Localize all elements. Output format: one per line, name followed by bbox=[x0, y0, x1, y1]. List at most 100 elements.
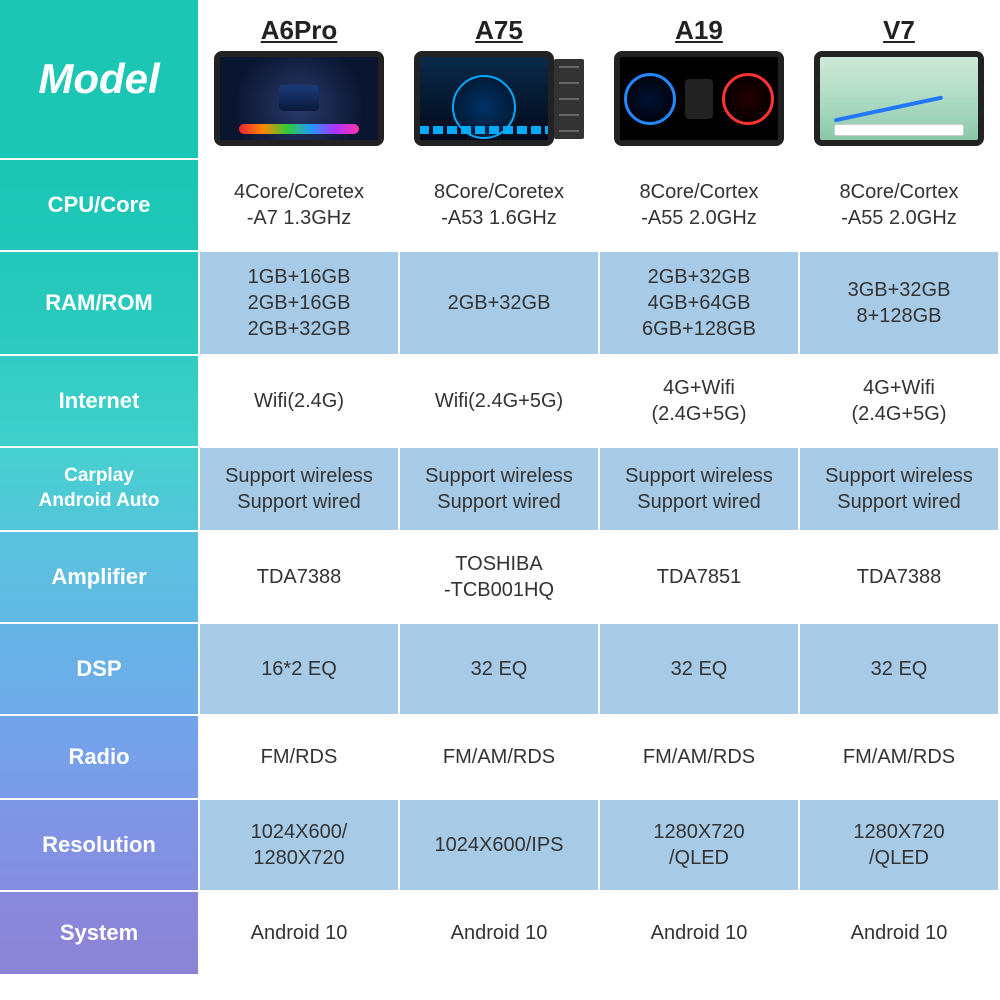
cell-amplifier-3: TDA7388 bbox=[800, 532, 1000, 624]
row-label-text: Radio bbox=[68, 743, 129, 772]
cell-value: 4G+Wifi bbox=[851, 375, 946, 401]
row-label-carplay: CarplayAndroid Auto bbox=[0, 448, 200, 532]
product-header-a75: A75 bbox=[400, 0, 600, 160]
cell-value: 1024X600/IPS bbox=[435, 832, 564, 858]
cell-value: TDA7388 bbox=[857, 564, 942, 590]
cell-value: Support wireless bbox=[825, 463, 973, 489]
cell-radio-2: FM/AM/RDS bbox=[600, 716, 800, 800]
cell-value: Support wired bbox=[425, 489, 573, 515]
product-name-v7: V7 bbox=[883, 14, 915, 48]
cell-value: 4GB+64GB bbox=[642, 290, 756, 316]
cell-ram-3: 3GB+32GB8+128GB bbox=[800, 252, 1000, 356]
cell-value: FM/RDS bbox=[261, 744, 338, 770]
cell-value: 32 EQ bbox=[671, 656, 728, 682]
cell-value: FM/AM/RDS bbox=[843, 744, 955, 770]
cell-internet-3: 4G+Wifi(2.4G+5G) bbox=[800, 356, 1000, 448]
cell-value: 1280X720 bbox=[251, 845, 348, 871]
cell-value: TOSHIBA bbox=[444, 551, 554, 577]
cell-value: TDA7388 bbox=[257, 564, 342, 590]
cell-ram-1: 2GB+32GB bbox=[400, 252, 600, 356]
row-label-text: Internet bbox=[59, 387, 140, 416]
cell-value: Support wired bbox=[825, 489, 973, 515]
cell-system-0: Android 10 bbox=[200, 892, 400, 976]
cell-dsp-0: 16*2 EQ bbox=[200, 624, 400, 716]
cell-ram-2: 2GB+32GB4GB+64GB6GB+128GB bbox=[600, 252, 800, 356]
row-label-text: Resolution bbox=[42, 831, 156, 860]
device-image-a19 bbox=[614, 51, 784, 146]
row-label-text: RAM/ROM bbox=[45, 289, 153, 318]
cell-amplifier-1: TOSHIBA-TCB001HQ bbox=[400, 532, 600, 624]
cell-value: 4G+Wifi bbox=[651, 375, 746, 401]
cell-radio-1: FM/AM/RDS bbox=[400, 716, 600, 800]
cell-value: (2.4G+5G) bbox=[851, 401, 946, 427]
cell-value: 2GB+32GB bbox=[248, 316, 351, 342]
cell-carplay-2: Support wirelessSupport wired bbox=[600, 448, 800, 532]
cell-system-1: Android 10 bbox=[400, 892, 600, 976]
row-label-text: Carplay bbox=[39, 464, 160, 489]
cell-value: Support wireless bbox=[425, 463, 573, 489]
cell-value: /QLED bbox=[853, 845, 944, 871]
cell-value: -A53 1.6GHz bbox=[434, 205, 564, 231]
cell-value: TDA7851 bbox=[657, 564, 742, 590]
cell-value: 4Core/Coretex bbox=[234, 179, 364, 205]
product-name-a19: A19 bbox=[675, 14, 723, 48]
product-header-a19: A19 bbox=[600, 0, 800, 160]
cell-amplifier-0: TDA7388 bbox=[200, 532, 400, 624]
cell-resolution-2: 1280X720/QLED bbox=[600, 800, 800, 892]
cell-value: -A55 2.0GHz bbox=[840, 205, 959, 231]
model-label: Model bbox=[38, 52, 159, 107]
cell-system-2: Android 10 bbox=[600, 892, 800, 976]
row-label-radio: Radio bbox=[0, 716, 200, 800]
device-image-a6pro bbox=[214, 51, 384, 146]
cell-dsp-2: 32 EQ bbox=[600, 624, 800, 716]
cell-value: 1280X720 bbox=[653, 819, 744, 845]
cell-value: 8Core/Cortex bbox=[640, 179, 759, 205]
cell-cpu-3: 8Core/Cortex-A55 2.0GHz bbox=[800, 160, 1000, 252]
cell-value: 3GB+32GB bbox=[848, 277, 951, 303]
product-name-a6pro: A6Pro bbox=[261, 14, 338, 48]
row-label-resolution: Resolution bbox=[0, 800, 200, 892]
product-header-a6pro: A6Pro bbox=[200, 0, 400, 160]
product-header-v7: V7 bbox=[800, 0, 1000, 160]
cell-internet-2: 4G+Wifi(2.4G+5G) bbox=[600, 356, 800, 448]
cell-value: 32 EQ bbox=[871, 656, 928, 682]
cell-value: -TCB001HQ bbox=[444, 577, 554, 603]
cell-value: -A55 2.0GHz bbox=[640, 205, 759, 231]
cell-value: -A7 1.3GHz bbox=[234, 205, 364, 231]
cell-radio-3: FM/AM/RDS bbox=[800, 716, 1000, 800]
cell-cpu-1: 8Core/Coretex-A53 1.6GHz bbox=[400, 160, 600, 252]
row-label-dsp: DSP bbox=[0, 624, 200, 716]
cell-value: FM/AM/RDS bbox=[443, 744, 555, 770]
cell-value: 2GB+32GB bbox=[642, 264, 756, 290]
cell-carplay-0: Support wirelessSupport wired bbox=[200, 448, 400, 532]
comparison-table: Model A6Pro A75 A19 V7 bbox=[0, 0, 1000, 976]
cell-resolution-1: 1024X600/IPS bbox=[400, 800, 600, 892]
cell-value: 1024X600/ bbox=[251, 819, 348, 845]
cell-value: 1GB+16GB bbox=[248, 264, 351, 290]
cell-value: FM/AM/RDS bbox=[643, 744, 755, 770]
cell-internet-1: Wifi(2.4G+5G) bbox=[400, 356, 600, 448]
row-label-ram: RAM/ROM bbox=[0, 252, 200, 356]
cell-carplay-1: Support wirelessSupport wired bbox=[400, 448, 600, 532]
cell-internet-0: Wifi(2.4G) bbox=[200, 356, 400, 448]
row-label-amplifier: Amplifier bbox=[0, 532, 200, 624]
row-label-text: Android Auto bbox=[39, 489, 160, 514]
cell-value: Wifi(2.4G+5G) bbox=[435, 388, 563, 414]
cell-radio-0: FM/RDS bbox=[200, 716, 400, 800]
cell-value: 2GB+16GB bbox=[248, 290, 351, 316]
cell-dsp-1: 32 EQ bbox=[400, 624, 600, 716]
cell-value: Android 10 bbox=[451, 920, 548, 946]
cell-value: 32 EQ bbox=[471, 656, 528, 682]
cell-resolution-3: 1280X720/QLED bbox=[800, 800, 1000, 892]
cell-value: 8Core/Coretex bbox=[434, 179, 564, 205]
row-label-text: System bbox=[60, 919, 138, 948]
model-label-cell: Model bbox=[0, 0, 200, 160]
cell-value: (2.4G+5G) bbox=[651, 401, 746, 427]
cell-value: Android 10 bbox=[851, 920, 948, 946]
cell-value: 8Core/Cortex bbox=[840, 179, 959, 205]
din-slot-icon bbox=[554, 59, 584, 139]
device-image-v7 bbox=[814, 51, 984, 146]
cell-cpu-2: 8Core/Cortex-A55 2.0GHz bbox=[600, 160, 800, 252]
cell-value: Wifi(2.4G) bbox=[254, 388, 344, 414]
cell-value: 8+128GB bbox=[848, 303, 951, 329]
